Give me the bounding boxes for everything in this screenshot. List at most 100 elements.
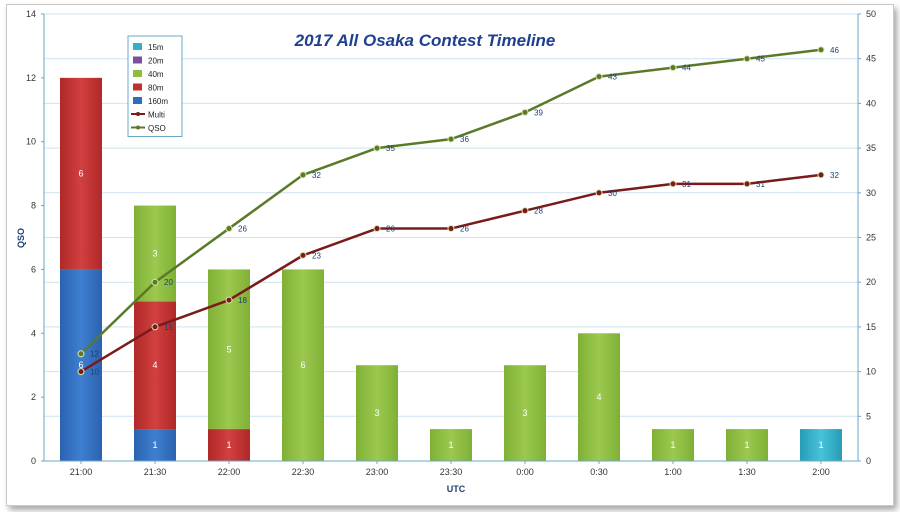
- legend-marker-Multi: [136, 112, 140, 116]
- x-tick-label: 23:00: [366, 467, 389, 477]
- bar-value-label: 1: [670, 440, 675, 450]
- bar-value-label: 4: [152, 360, 157, 370]
- point-label-Multi: 10: [90, 368, 99, 377]
- bar-value-label: 5: [226, 344, 231, 354]
- legend-marker-QSO: [136, 125, 140, 130]
- bar-value-label: 3: [522, 408, 527, 418]
- bar-segment-160m: [60, 269, 102, 461]
- point-label-QSO: 43: [608, 73, 617, 82]
- point-label-QSO: 35: [386, 144, 395, 153]
- x-tick-label: 2:00: [812, 467, 830, 477]
- y2-tick-label: 20: [866, 277, 876, 287]
- bar-segment-40m: [282, 269, 324, 461]
- bar-value-label: 1: [152, 440, 157, 450]
- bar-value-label: 3: [152, 248, 157, 258]
- y-tick-label: 8: [31, 201, 36, 211]
- legend-label-QSO: QSO: [148, 124, 166, 133]
- y2-tick-label: 50: [866, 9, 876, 19]
- point-Multi: [669, 180, 677, 188]
- point-QSO: [595, 73, 603, 81]
- point-label-QSO: 20: [164, 278, 173, 287]
- legend-swatch-20m: [133, 56, 142, 64]
- x-axis-title: UTC: [447, 484, 466, 494]
- point-label-QSO: 26: [238, 225, 247, 234]
- point-Multi: [373, 225, 381, 233]
- bar-segment-40m: [652, 429, 694, 461]
- y2-tick-label: 25: [866, 233, 876, 243]
- point-Multi: [595, 189, 603, 197]
- x-tick-label: 1:30: [738, 467, 756, 477]
- chart-title: 2017 All Osaka Contest Timeline: [294, 31, 556, 50]
- bar-segment-40m: [430, 429, 472, 461]
- x-tick-label: 23:30: [440, 467, 463, 477]
- y-tick-label: 2: [31, 392, 36, 402]
- point-Multi: [447, 225, 455, 233]
- y2-tick-label: 40: [866, 98, 876, 108]
- point-QSO: [817, 46, 825, 54]
- point-label-QSO: 44: [682, 64, 691, 73]
- bar-value-label: 4: [596, 392, 601, 402]
- point-label-Multi: 31: [756, 180, 765, 189]
- point-Multi: [299, 251, 307, 259]
- legend: 15m 20m 40m 80m 160m Multi QSO: [127, 35, 183, 137]
- bar-value-label: 6: [78, 360, 83, 370]
- point-Multi: [77, 368, 85, 376]
- y2-tick-label: 45: [866, 54, 876, 64]
- point-QSO: [151, 278, 159, 286]
- point-QSO: [373, 144, 381, 152]
- bar-value-label: 6: [300, 360, 305, 370]
- point-QSO: [669, 64, 677, 72]
- point-QSO: [225, 225, 233, 233]
- x-tick-label: 1:00: [664, 467, 682, 477]
- point-QSO: [447, 135, 455, 143]
- point-label-Multi: 23: [312, 251, 321, 260]
- y-tick-label: 12: [26, 73, 36, 83]
- bar-segment-40m: [208, 269, 250, 430]
- line-QSO: [80, 48, 822, 355]
- point-label-QSO: 39: [534, 108, 543, 117]
- bar-segment-40m: [356, 365, 398, 461]
- x-tick-label: 21:30: [144, 467, 167, 477]
- y-tick-label: 6: [31, 264, 36, 274]
- y2-tick-label: 15: [866, 322, 876, 332]
- legend-swatch-15m: [133, 43, 142, 50]
- point-label-Multi: 18: [238, 296, 247, 305]
- bar-value-label: 3: [374, 408, 379, 418]
- point-label-Multi: 28: [534, 207, 543, 216]
- legend-label-Multi: Multi: [148, 111, 165, 120]
- bar-value-label: 1: [744, 440, 749, 450]
- point-QSO: [743, 55, 751, 63]
- x-tick-label: 0:00: [516, 467, 534, 477]
- legend-swatch-160m: [133, 97, 142, 104]
- point-label-QSO: 32: [312, 171, 321, 180]
- bar-segment-80m: [60, 77, 102, 270]
- y-tick-label: 4: [31, 328, 36, 338]
- point-label-QSO: 45: [756, 55, 765, 64]
- legend-label-80m: 80m: [148, 84, 164, 93]
- point-label-Multi: 30: [608, 189, 617, 198]
- bar-value-label: 1: [226, 440, 231, 450]
- bar-segment-15m: [800, 429, 842, 461]
- x-tick-label: 22:00: [218, 467, 241, 477]
- y-tick-label: 10: [26, 137, 36, 147]
- point-label-Multi: 31: [682, 180, 691, 189]
- line-Multi: [80, 173, 822, 373]
- y2-tick-label: 10: [866, 367, 876, 377]
- point-QSO: [299, 171, 307, 179]
- legend-label-160m: 160m: [148, 97, 168, 106]
- x-tick-label: 21:00: [70, 467, 93, 477]
- bar-segment-80m: [208, 429, 250, 461]
- bar-segment-40m: [504, 365, 546, 461]
- point-Multi: [521, 207, 529, 215]
- point-label-Multi: 26: [386, 225, 395, 234]
- legend-label-20m: 20m: [148, 57, 164, 66]
- y2-tick-label: 35: [866, 143, 876, 153]
- legend-label-40m: 40m: [148, 70, 164, 79]
- point-label-QSO: 36: [460, 135, 469, 144]
- x-tick-label: 0:30: [590, 467, 608, 477]
- bar-segment-160m: [134, 429, 176, 461]
- y-tick-label: 0: [31, 456, 36, 466]
- point-QSO: [521, 108, 529, 116]
